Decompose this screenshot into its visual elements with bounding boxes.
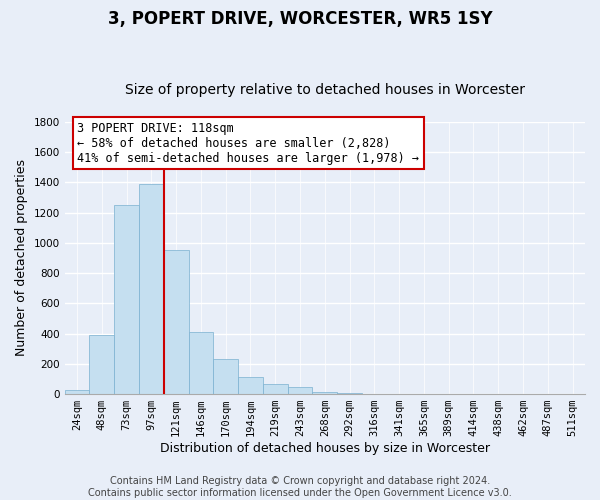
Bar (188, 332, 214, 394)
Bar (263, 384, 287, 394)
Text: Contains HM Land Registry data © Crown copyright and database right 2024.
Contai: Contains HM Land Registry data © Crown c… (88, 476, 512, 498)
Bar (114, 205, 139, 394)
Bar (89, 335, 114, 394)
Bar (287, 387, 313, 394)
Y-axis label: Number of detached properties: Number of detached properties (15, 160, 28, 356)
Bar (65, 390, 89, 394)
Bar (139, 184, 164, 394)
Text: 3, POPERT DRIVE, WORCESTER, WR5 1SY: 3, POPERT DRIVE, WORCESTER, WR5 1SY (107, 10, 493, 28)
Bar (214, 360, 238, 394)
Bar (238, 378, 263, 394)
Bar (313, 392, 337, 394)
Text: 3 POPERT DRIVE: 118sqm
← 58% of detached houses are smaller (2,828)
41% of semi-: 3 POPERT DRIVE: 118sqm ← 58% of detached… (77, 122, 419, 165)
X-axis label: Distribution of detached houses by size in Worcester: Distribution of detached houses by size … (160, 442, 490, 455)
Bar (164, 250, 188, 394)
Title: Size of property relative to detached houses in Worcester: Size of property relative to detached ho… (125, 83, 525, 97)
